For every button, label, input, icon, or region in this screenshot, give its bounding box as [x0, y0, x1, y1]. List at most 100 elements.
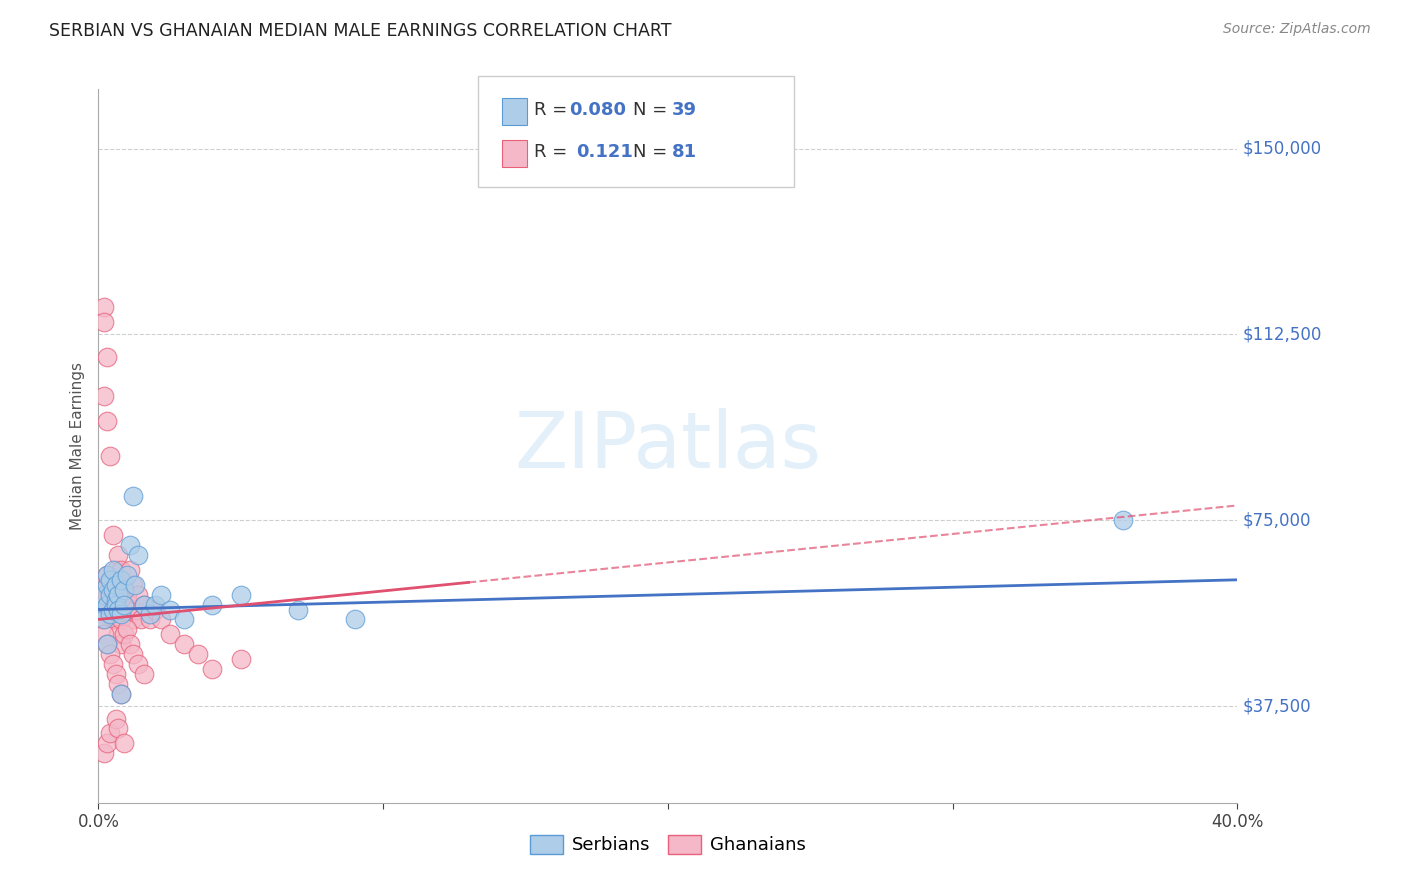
Point: [96, 637, 118, 651]
Point: [201, 662, 224, 676]
Point: [159, 602, 181, 616]
Point: [96, 567, 118, 582]
Point: [104, 578, 127, 592]
Point: [115, 567, 138, 582]
Point: [110, 563, 132, 577]
Point: [98, 573, 121, 587]
Point: [107, 602, 129, 616]
Point: [90, 602, 112, 616]
Point: [93, 627, 115, 641]
Point: [173, 637, 195, 651]
Point: [96, 598, 118, 612]
Point: [104, 598, 127, 612]
Point: [104, 602, 127, 616]
Point: [118, 538, 141, 552]
Point: [96, 736, 118, 750]
Point: [112, 736, 135, 750]
Point: [110, 637, 132, 651]
Text: R =: R =: [534, 101, 574, 119]
Point: [121, 647, 143, 661]
Point: [112, 627, 135, 641]
Point: [112, 598, 135, 612]
Point: [96, 607, 118, 622]
Point: [104, 592, 127, 607]
Point: [343, 612, 366, 626]
Point: [93, 612, 115, 626]
Point: [201, 598, 224, 612]
Text: $150,000: $150,000: [1243, 140, 1322, 158]
Point: [93, 746, 115, 760]
Point: [104, 563, 127, 577]
Point: [118, 637, 141, 651]
Text: $112,500: $112,500: [1243, 326, 1323, 343]
Point: [127, 548, 149, 562]
Point: [93, 598, 115, 612]
Point: [110, 573, 132, 587]
Point: [107, 722, 129, 736]
Point: [115, 588, 138, 602]
Point: [110, 573, 132, 587]
Point: [93, 588, 115, 602]
Point: [96, 637, 118, 651]
Point: [104, 667, 127, 681]
Point: [112, 578, 135, 592]
Point: [138, 607, 160, 622]
Text: $75,000: $75,000: [1243, 511, 1312, 529]
Point: [112, 582, 135, 597]
Point: [145, 598, 167, 612]
Point: [96, 350, 118, 364]
Point: [124, 578, 146, 592]
Text: SERBIAN VS GHANAIAN MEDIAN MALE EARNINGS CORRELATION CHART: SERBIAN VS GHANAIAN MEDIAN MALE EARNINGS…: [49, 22, 672, 40]
Point: [98, 449, 121, 463]
Point: [93, 315, 115, 329]
Text: 39: 39: [672, 101, 697, 119]
Point: [96, 588, 118, 602]
Point: [104, 598, 127, 612]
Point: [121, 578, 143, 592]
Point: [101, 602, 124, 616]
Point: [132, 598, 155, 612]
Point: [112, 598, 135, 612]
Point: [132, 667, 155, 681]
Point: [98, 647, 121, 661]
Text: $37,500: $37,500: [1243, 698, 1312, 715]
Text: R =: R =: [534, 143, 579, 161]
Point: [101, 573, 124, 587]
Text: 0.080: 0.080: [569, 101, 627, 119]
Point: [145, 602, 167, 616]
Point: [90, 578, 112, 592]
Text: 0.121: 0.121: [576, 143, 633, 161]
Point: [98, 588, 121, 602]
Point: [101, 588, 124, 602]
Text: N =: N =: [633, 101, 672, 119]
Point: [98, 607, 121, 622]
Point: [118, 563, 141, 577]
Point: [93, 612, 115, 626]
Point: [96, 578, 118, 592]
Point: [110, 607, 132, 622]
Point: [138, 612, 160, 626]
Text: 81: 81: [672, 143, 697, 161]
Point: [101, 602, 124, 616]
Point: [98, 588, 121, 602]
Point: [101, 612, 124, 626]
Point: [110, 687, 132, 701]
Point: [129, 612, 152, 626]
Point: [121, 489, 143, 503]
Point: [150, 588, 173, 602]
Point: [115, 623, 138, 637]
Point: [118, 598, 141, 612]
Point: [159, 627, 181, 641]
Point: [127, 657, 149, 671]
Point: [150, 612, 173, 626]
Point: [107, 588, 129, 602]
Point: [124, 602, 146, 616]
Point: [107, 578, 129, 592]
Point: [101, 657, 124, 671]
Point: [229, 588, 252, 602]
Point: [110, 687, 132, 701]
Point: [90, 612, 112, 626]
Point: [96, 567, 118, 582]
Point: [98, 607, 121, 622]
Point: [127, 588, 149, 602]
